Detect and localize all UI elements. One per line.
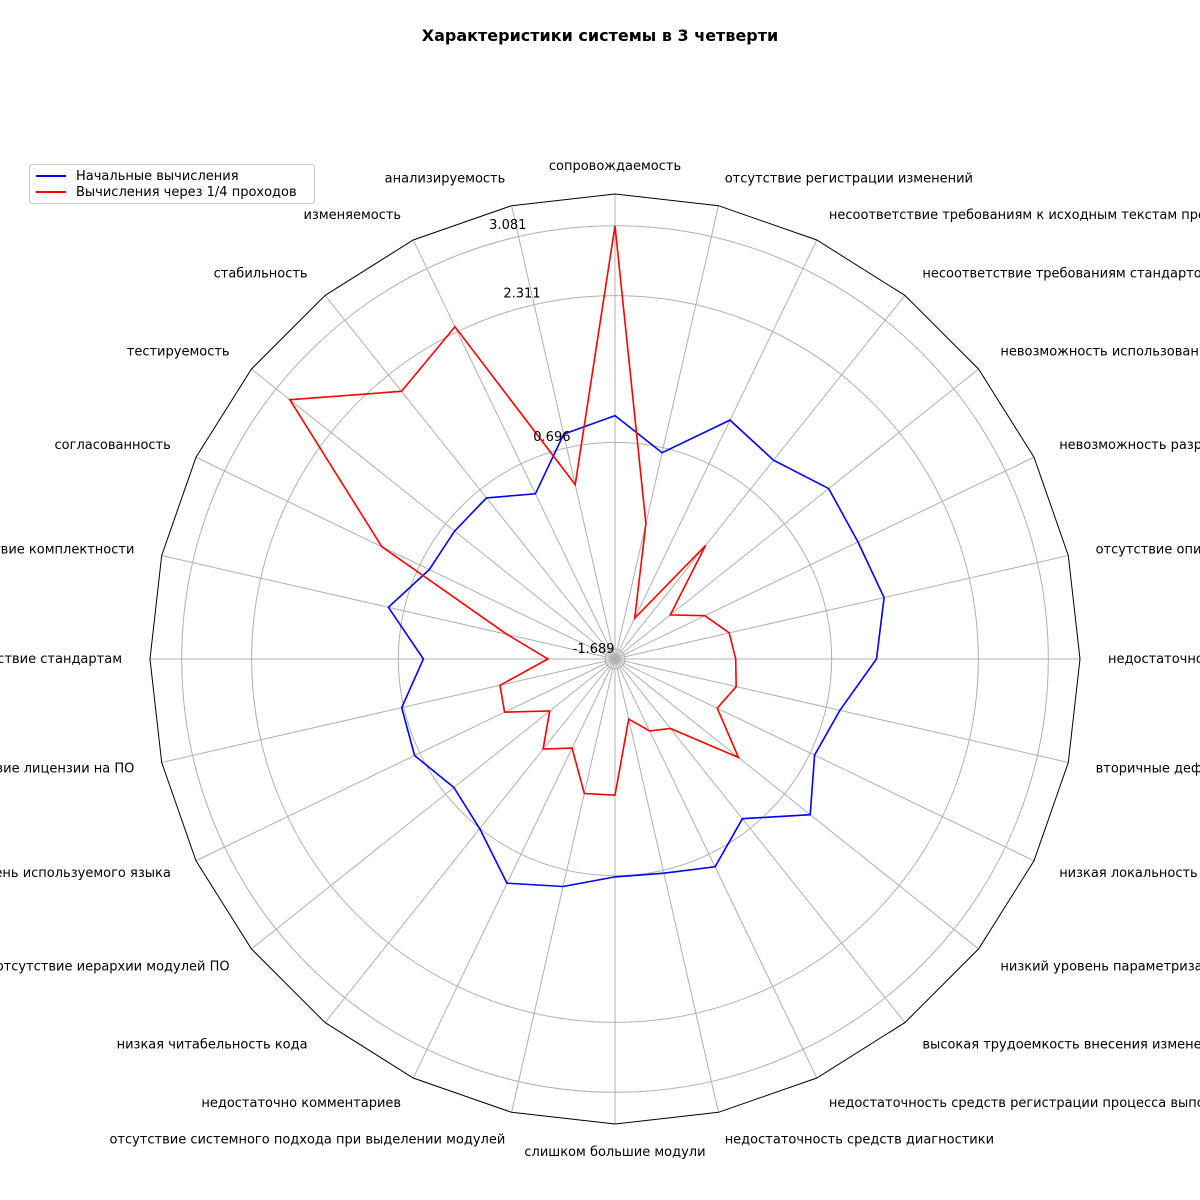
grid-spoke-25 — [324, 295, 616, 660]
category-label-24: тестируемость — [127, 345, 230, 360]
category-label-0: сопровождаемость — [549, 159, 681, 174]
category-label-20: отсутствие лицензии на ПО — [0, 762, 134, 777]
category-label-2: несоответствие требованиям к исходным те… — [829, 208, 1200, 223]
category-label-17: низкая читабельность кода — [117, 1037, 308, 1052]
grid-spoke-13 — [614, 658, 719, 1113]
grid-spoke-11 — [614, 658, 906, 1023]
category-label-14: слишком большие модули — [524, 1145, 705, 1160]
grid-spoke-23 — [195, 456, 616, 660]
grid-spoke-26 — [412, 239, 616, 660]
legend-swatch-0 — [36, 175, 66, 177]
category-label-23: согласованность — [55, 438, 171, 453]
grid-spoke-1 — [614, 205, 719, 660]
radial-tick-label-0: -1.689 — [573, 642, 615, 657]
grid-spoke-16 — [412, 658, 616, 1079]
grid-spoke-19 — [195, 658, 616, 862]
grid-spoke-18 — [251, 658, 616, 950]
category-label-8: вторичные дефекты после модифик — [1096, 762, 1200, 777]
label-layer: -1.689 0.696 2.311 3.081 сопровождаемость отс… — [0, 159, 1200, 1160]
legend-swatch-1 — [36, 191, 66, 193]
grid-spoke-27 — [511, 205, 616, 660]
category-label-4: невозможность использования средств тест… — [1000, 345, 1200, 360]
category-label-13: недостаточность средств диагностики — [725, 1133, 994, 1148]
legend-item-1: Вычисления через 1/4 проходов — [36, 184, 308, 200]
outer-frame — [149, 193, 1081, 1125]
grid-spoke-3 — [614, 295, 906, 660]
category-label-15: отсутствие системного подхода при выделе… — [109, 1133, 505, 1148]
grid-spoke-8 — [614, 658, 1069, 763]
chart-title: Характеристики системы в 3 четверти — [421, 26, 779, 45]
grid-spoke-5 — [614, 456, 1035, 660]
radial-tick-label-2: 2.311 — [503, 286, 540, 301]
category-label-9: низкая локальность модификации — [1059, 866, 1200, 881]
grid-spoke-24 — [251, 368, 616, 660]
grid-spoke-9 — [614, 658, 1035, 862]
category-label-22: несоответствие комплектности — [0, 542, 134, 557]
legend-label-1: Вычисления через 1/4 проходов — [76, 184, 297, 200]
grid-spoke-10 — [614, 658, 979, 950]
legend: Начальные вычисления Вычисления через 1/… — [29, 164, 315, 204]
category-label-3: несоответствие требованиям стандартов со… — [922, 267, 1200, 282]
radial-tick-label-1: 0.696 — [533, 430, 570, 445]
category-label-21: несоответствие стандартам — [0, 652, 122, 667]
radial-tick-label-3: 3.081 — [489, 218, 526, 233]
category-label-6: отсутствие описания методов испыта — [1096, 542, 1200, 557]
grid-spoke-6 — [614, 555, 1069, 660]
category-label-5: невозможность разработки теста для выпол… — [1059, 438, 1200, 453]
category-label-27: анализируемость — [385, 171, 506, 186]
category-label-16: недостаточно комментариев — [201, 1096, 401, 1111]
category-label-19: невысокий уровень используемого языка — [0, 866, 171, 881]
grid-spoke-12 — [614, 658, 818, 1079]
series-layer — [288, 225, 885, 888]
series-line-0 — [387, 414, 885, 888]
legend-item-0: Начальные вычисления — [36, 168, 308, 184]
grid-layer — [149, 193, 1081, 1125]
grid-spoke-2 — [614, 239, 818, 660]
category-label-7: недостаточность требований к тестир — [1108, 652, 1200, 667]
grid-spoke-17 — [324, 658, 616, 1023]
category-label-11: высокая трудоемкость внесения изменений — [922, 1037, 1200, 1052]
category-label-25: стабильность — [214, 267, 308, 282]
category-label-10: низкий уровень параметризации — [1000, 959, 1200, 974]
grid-spoke-20 — [161, 658, 616, 763]
grid-spoke-4 — [614, 368, 979, 660]
category-label-26: изменяемость — [303, 208, 401, 223]
legend-label-0: Начальные вычисления — [76, 168, 239, 184]
category-label-12: недостаточность средств регистрации проц… — [829, 1096, 1200, 1111]
category-label-1: отсутствие регистрации изменений — [725, 171, 973, 186]
category-label-18: отсутствие иерархии модулей ПО — [0, 959, 230, 974]
